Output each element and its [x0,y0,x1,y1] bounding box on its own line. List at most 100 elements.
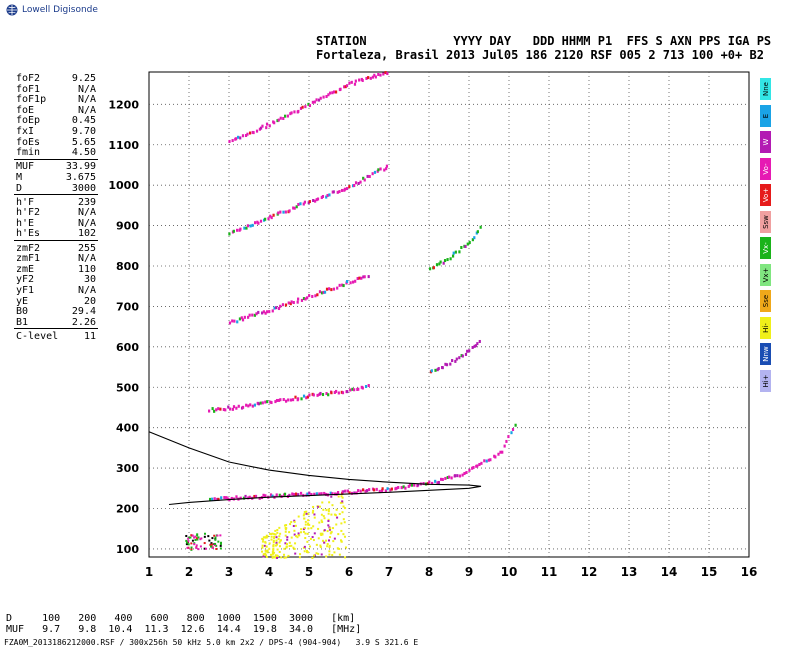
echo-point [197,536,200,539]
echo-point [236,320,239,324]
echo-point [340,390,343,394]
echo-point [327,539,330,542]
echo-point [458,356,461,360]
param-row-yf2: yF2 30 [16,274,96,285]
y-tick-label: 800 [116,260,139,273]
echo-trace-hop4 [228,164,389,236]
echo-point [290,300,293,304]
echo-point [293,520,296,523]
echo-point [302,394,306,398]
echo-point [285,527,288,530]
param-row-fof2: foF2 9.25 [16,73,96,84]
echo-point [220,541,223,544]
echo-point [379,73,382,77]
echo-point [245,403,248,407]
echo-point [334,90,338,94]
echo-point [288,544,291,547]
echo-point [328,528,331,531]
echo-point [322,515,325,518]
echo-point [471,466,474,470]
echo-point [318,505,321,508]
echo-point [464,245,467,249]
echo-point [263,544,266,547]
echo-point [343,521,346,524]
echo-point [389,488,392,492]
echo-point [357,489,360,493]
echo-point [264,536,267,539]
echo-point [235,406,238,410]
echo-point [489,458,492,462]
echo-point [320,533,323,536]
param-value: 30 [83,274,96,286]
x-tick-label: 4 [265,565,273,579]
echo-point [261,124,264,128]
echo-point [283,547,286,550]
echo-point [368,488,371,492]
echo-point [357,387,360,391]
echo-point [328,550,331,553]
echo-point [286,114,289,118]
echo-point [307,513,310,516]
echo-point [310,527,313,530]
echo-point [297,109,300,113]
param-row-hf2: h'F2 N/A [16,207,96,218]
echo-point [195,546,198,549]
legend-item-voplus: Vo+ [760,184,771,206]
y-tick-label: 700 [116,300,139,313]
legend-label: Ssw [761,214,770,229]
echo-point [272,545,275,548]
echo-point [290,111,293,115]
echo-point [259,126,263,130]
echo-point [272,543,275,546]
echo-point [308,200,311,204]
legend-item-vominus: Vo- [760,157,771,180]
echo-point [308,294,311,298]
echo-point [383,168,386,172]
echo-point [325,539,328,542]
echo-point [328,536,331,539]
echo-point [259,401,262,405]
echo-point [272,539,275,542]
echo-point [231,319,234,323]
echo-point [336,516,339,519]
legend-item-vxplus: Vx+ [760,263,771,286]
echo-point [332,90,336,94]
legend-label: Hi+ [761,373,770,388]
echo-point [507,435,510,439]
echo-point [367,76,370,80]
echo-point [382,72,385,76]
echo-point [407,484,410,488]
echo-point [299,491,303,495]
param-value: 110 [77,263,96,275]
echo-point [474,344,477,348]
echo-point [400,486,403,490]
echo-point [253,494,256,498]
echo-point [276,556,279,559]
echo-point [259,219,263,223]
echo-point [262,555,265,558]
echo-point [325,195,328,199]
echo-point [277,538,280,541]
echo-point [322,95,325,99]
echo-point [285,524,288,527]
echo-point [321,539,324,542]
echo-point [345,187,349,191]
echo-point [211,407,214,411]
echo-trace-hop3 [228,275,370,325]
echo-point [311,511,314,514]
param-row-clevel: C-level 11 [16,331,96,342]
echo-point [333,390,336,394]
echo-point [331,554,334,557]
echo-point [271,494,274,498]
echo-point [311,556,314,559]
echo-point [279,545,282,548]
echo-point [386,72,389,76]
echo-point [318,492,321,496]
echo-point [217,497,220,501]
echo-point [305,512,308,515]
echo-point [293,206,296,210]
echo-point [416,483,420,487]
echo-point [226,497,230,501]
echo-point [332,287,336,291]
echo-point [275,539,278,542]
